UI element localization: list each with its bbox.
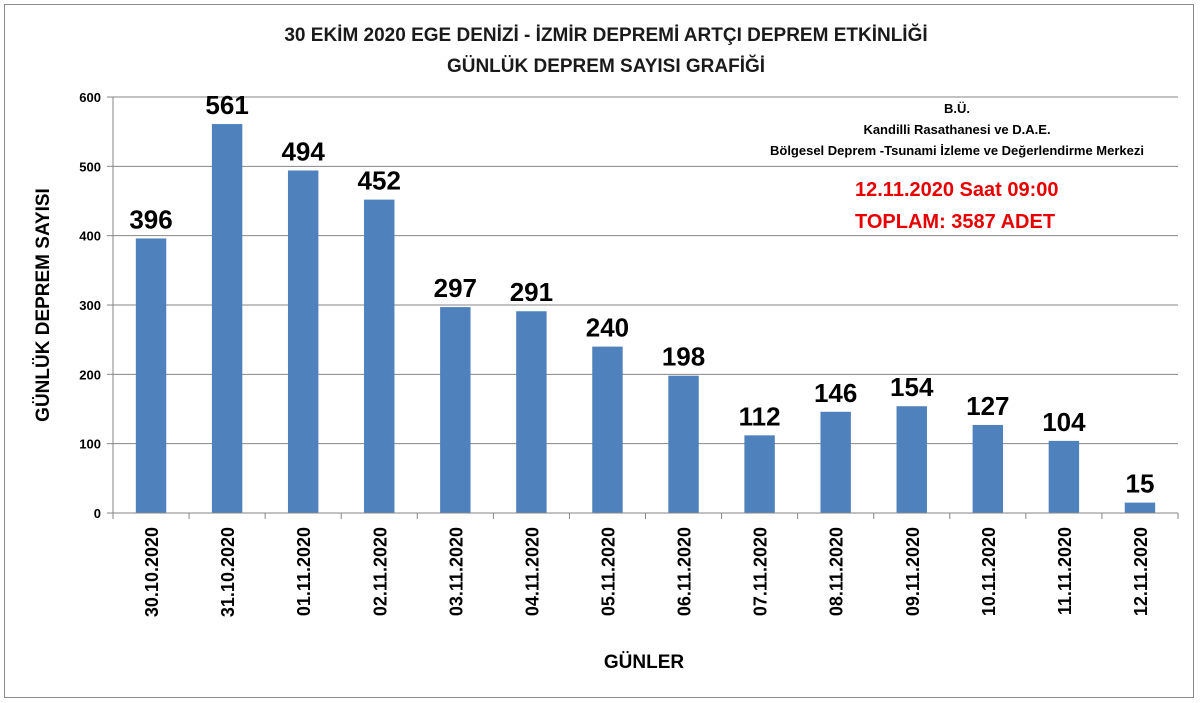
bar	[668, 375, 699, 513]
data-label: 494	[281, 136, 325, 166]
data-label: 396	[129, 204, 172, 234]
bar	[1048, 440, 1080, 513]
x-tick-label: 02.11.2020	[370, 527, 390, 616]
y-tick-label: 200	[79, 367, 101, 382]
y-tick-label: 600	[79, 90, 101, 105]
bar	[364, 199, 395, 513]
data-label: 198	[662, 342, 705, 372]
x-axis-ticks: 30.10.2020 31.10.2020 01.11.2020 02.11.2020…	[112, 513, 1179, 617]
report-date-time: 12.11.2020 Saat 09:00	[855, 179, 1059, 201]
x-axis-label: GÜNLER	[604, 652, 685, 673]
y-tick-label: 300	[79, 298, 101, 313]
x-tick-label: 04.11.2020	[522, 527, 542, 616]
data-label: 291	[510, 277, 553, 307]
data-label: 146	[814, 378, 857, 408]
bar	[135, 238, 167, 513]
x-tick-label: 12.11.2020	[1131, 527, 1151, 616]
data-label: 240	[586, 313, 629, 343]
x-tick-label: 07.11.2020	[751, 527, 771, 616]
bar	[972, 424, 1004, 513]
bar	[820, 411, 851, 513]
data-label: 452	[358, 166, 401, 196]
institution-line-3: Bölgesel Deprem -Tsunami İzleme ve Değer…	[770, 143, 1144, 158]
x-tick-label: 05.11.2020	[598, 527, 618, 616]
x-tick-label: 06.11.2020	[675, 527, 695, 616]
x-tick-label: 10.11.2020	[979, 527, 999, 616]
y-axis-label: GÜNLÜK DEPREM SAYISI	[33, 188, 54, 422]
bars	[135, 124, 1156, 513]
bar	[516, 311, 547, 513]
chart-title: 30 EKİM 2020 EGE DENİZİ - İZMİR DEPREMİ …	[284, 24, 927, 46]
bar	[896, 406, 927, 513]
y-tick-label: 500	[79, 159, 101, 174]
bar	[287, 170, 319, 513]
x-tick-label: 30.10.2020	[142, 527, 162, 617]
data-label: 561	[205, 90, 248, 120]
y-tick-label: 400	[79, 229, 101, 244]
x-tick-label: 08.11.2020	[827, 527, 847, 616]
x-tick-label: 01.11.2020	[294, 527, 314, 616]
data-label: 15	[1126, 469, 1155, 499]
data-label: 154	[890, 372, 934, 402]
y-axis-ticks: 0 100 200 300 400 500 600	[79, 90, 113, 521]
data-label: 127	[966, 391, 1009, 421]
data-label: 297	[434, 273, 477, 303]
data-labels: 396 561 494 452 297 291 240 198 112 146 154 127 104 1…	[129, 90, 1154, 499]
y-tick-label: 0	[94, 506, 101, 521]
bar	[592, 346, 623, 513]
x-tick-label: 31.10.2020	[218, 527, 238, 617]
x-tick-label: 11.11.2020	[1055, 527, 1075, 615]
bar	[211, 124, 243, 513]
data-label: 104	[1042, 407, 1086, 437]
chart-subtitle: GÜNLÜK DEPREM SAYISI GRAFİĞİ	[447, 55, 765, 77]
bar	[440, 307, 471, 513]
institution-line-1: B.Ü.	[944, 101, 970, 116]
data-label: 112	[739, 401, 781, 431]
bar	[744, 435, 775, 513]
x-tick-label: 09.11.2020	[903, 527, 923, 616]
institution-line-2: Kandilli Rasathanesi ve D.A.E.	[863, 122, 1050, 137]
bar	[1124, 502, 1156, 513]
x-tick-label: 03.11.2020	[446, 527, 466, 616]
total-count: TOPLAM: 3587 ADET	[855, 211, 1055, 233]
y-tick-label: 100	[79, 437, 101, 452]
